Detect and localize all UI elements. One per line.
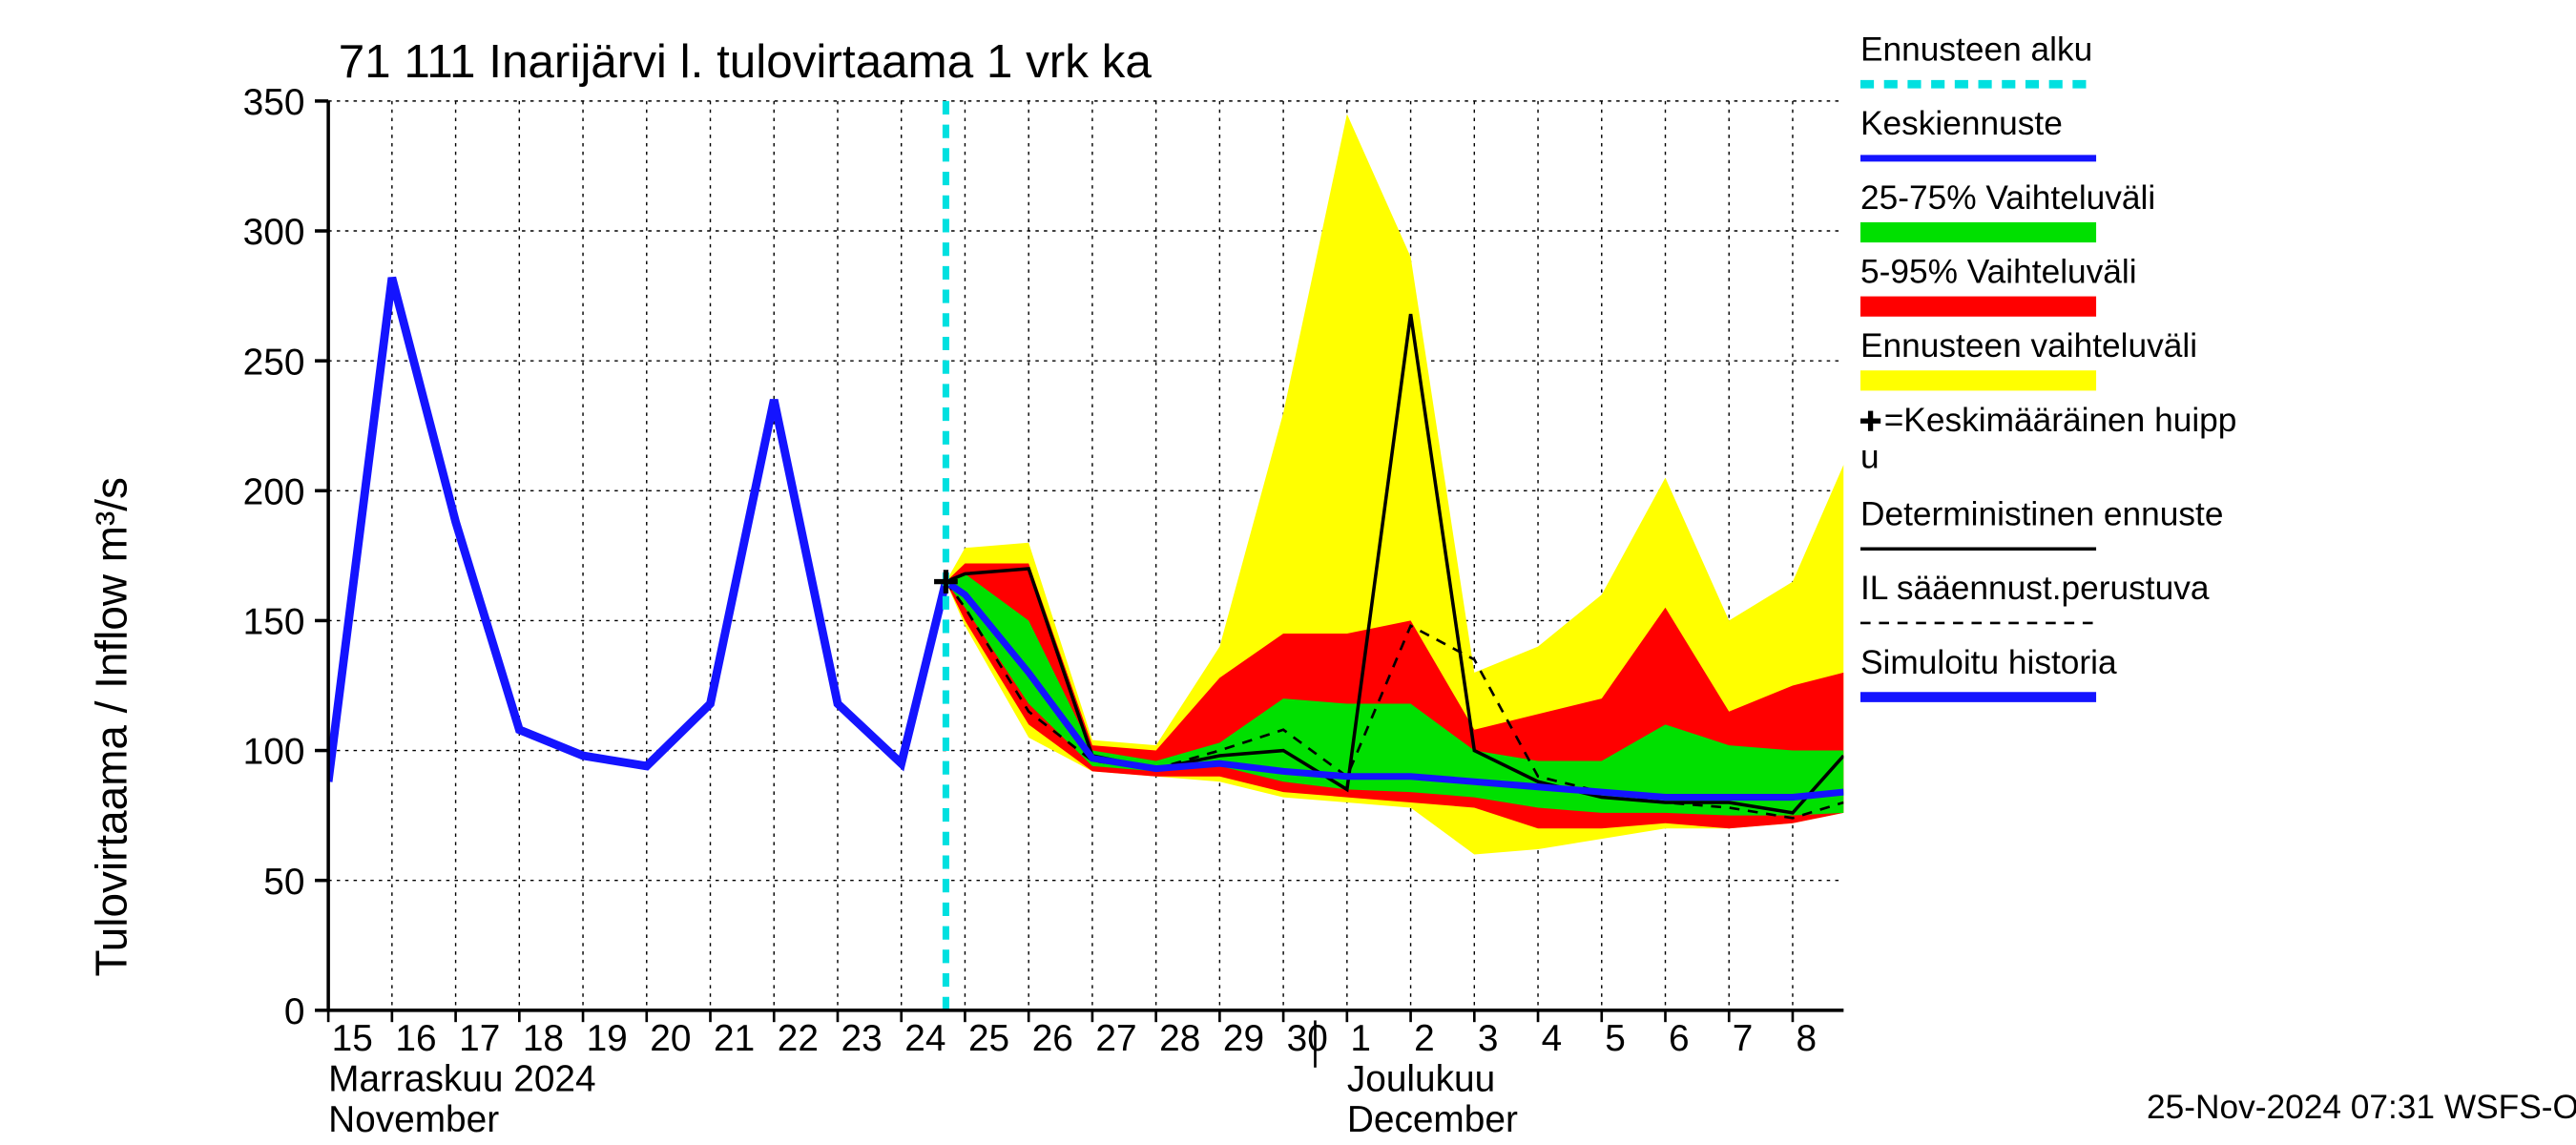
legend-sample [1860, 370, 2096, 390]
footer-timestamp: 25-Nov-2024 07:31 WSFS-O [2147, 1089, 2576, 1126]
legend-label: IL sääennust.perustuva [1860, 570, 2210, 607]
x-tick-label: 29 [1223, 1018, 1264, 1059]
legend-label: Deterministinen ennuste [1860, 496, 2223, 533]
y-tick-label: 200 [243, 471, 305, 512]
y-tick-label: 350 [243, 82, 305, 123]
x-tick-label: 17 [459, 1018, 500, 1059]
x-tick-label: 2 [1414, 1018, 1435, 1059]
x-tick-label: 18 [523, 1018, 564, 1059]
x-tick-label: 1 [1350, 1018, 1371, 1059]
y-tick-label: 0 [284, 991, 305, 1032]
x-tick-label: 6 [1669, 1018, 1690, 1059]
legend-label: =Keskimääräinen huipp [1884, 402, 2237, 439]
x-tick-label: 23 [841, 1018, 883, 1059]
x-tick-label: 16 [395, 1018, 436, 1059]
legend-sample [1860, 297, 2096, 317]
y-tick-label: 250 [243, 342, 305, 383]
legend-label: 25-75% Vaihteluväli [1860, 179, 2155, 217]
legend-label-wrap: u [1860, 439, 1880, 476]
x-tick-label: 4 [1542, 1018, 1563, 1059]
month-b-line2: December [1347, 1099, 1518, 1140]
legend-label: Ennusteen vaihteluväli [1860, 327, 2197, 364]
x-tick-label: 30 [1287, 1018, 1328, 1059]
x-tick-label: 7 [1733, 1018, 1754, 1059]
chart-title: 71 111 Inarijärvi l. tulovirtaama 1 vrk … [339, 35, 1153, 88]
legend-label: Simuloitu historia [1860, 644, 2117, 681]
month-b-line1: Joulukuu [1347, 1059, 1495, 1100]
x-tick-label: 5 [1605, 1018, 1626, 1059]
legend-label: Keskiennuste [1860, 105, 2063, 142]
x-tick-label: 27 [1095, 1018, 1136, 1059]
y-tick-label: 100 [243, 732, 305, 773]
legend-sample [1860, 222, 2096, 242]
x-tick-label: 19 [587, 1018, 628, 1059]
x-tick-label: 25 [968, 1018, 1009, 1059]
inflow-chart: 0501001502002503003501516171819202122232… [0, 0, 2576, 1145]
month-a-line1: Marraskuu 2024 [328, 1059, 595, 1100]
x-tick-label: 26 [1032, 1018, 1073, 1059]
x-tick-label: 20 [650, 1018, 691, 1059]
month-a-line2: November [328, 1099, 499, 1140]
y-axis-label: Tulovirtaama / Inflow m³/s [86, 477, 135, 976]
x-tick-label: 28 [1159, 1018, 1200, 1059]
legend-label: Ennusteen alku [1860, 31, 2092, 69]
y-tick-label: 50 [263, 862, 304, 903]
legend-label: 5-95% Vaihteluväli [1860, 253, 2137, 290]
x-tick-label: 24 [904, 1018, 945, 1059]
y-tick-label: 300 [243, 212, 305, 253]
x-tick-label: 3 [1478, 1018, 1499, 1059]
x-tick-label: 15 [332, 1018, 373, 1059]
y-tick-label: 150 [243, 602, 305, 643]
x-tick-label: 22 [778, 1018, 819, 1059]
x-tick-label: 8 [1796, 1018, 1817, 1059]
x-tick-label: 21 [714, 1018, 755, 1059]
